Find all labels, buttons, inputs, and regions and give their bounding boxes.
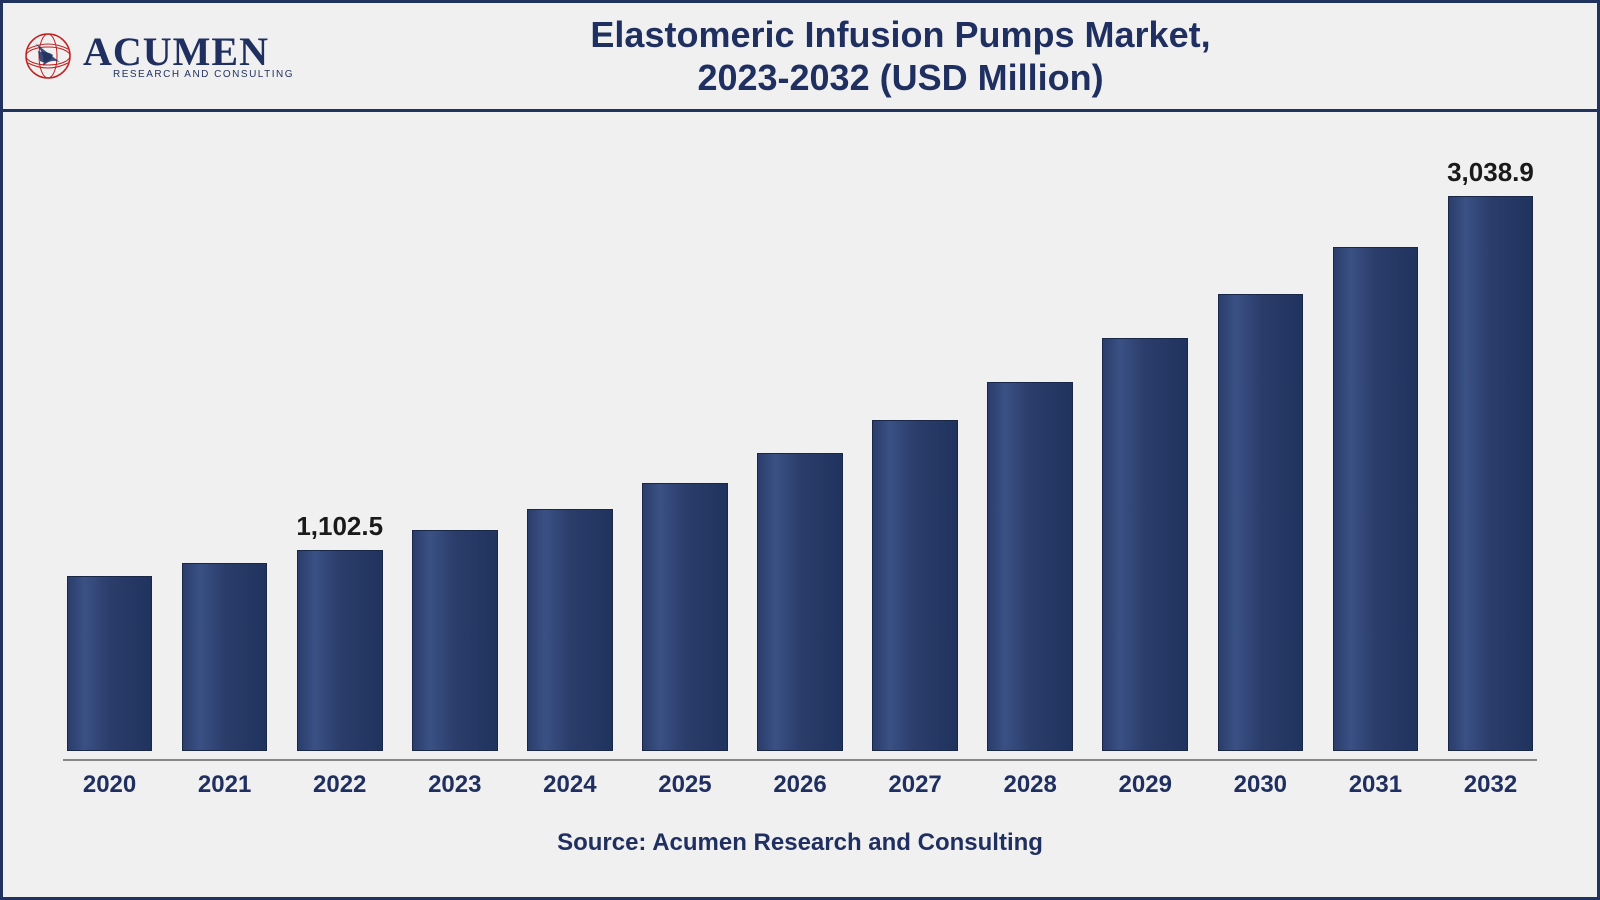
- x-axis-label: 2027: [869, 771, 962, 799]
- globe-icon: [23, 31, 73, 81]
- title-line-1: Elastomeric Infusion Pumps Market,: [324, 13, 1477, 56]
- bar-wrap: [984, 382, 1077, 751]
- bar-wrap: 3,038.9: [1444, 196, 1537, 751]
- x-axis-label: 2028: [984, 771, 1077, 799]
- bar: [297, 550, 383, 751]
- x-axis-labels: 2020 2021 2022 2023 2024 2025 2026 2027 2028 2029…: [43, 761, 1557, 799]
- bar: [182, 563, 268, 751]
- bar: [1448, 196, 1534, 751]
- x-axis-label: 2022: [293, 771, 386, 799]
- x-axis-label: 2020: [63, 771, 156, 799]
- source-text: Source: Acumen Research and Consulting: [43, 799, 1557, 877]
- bar-wrap: [523, 509, 616, 751]
- x-axis-label: 2021: [178, 771, 271, 799]
- bar: [1102, 338, 1188, 751]
- x-axis-label: 2026: [753, 771, 846, 799]
- bars-container: 1,102.5 3,038.9: [43, 162, 1557, 751]
- bar: [1333, 247, 1419, 751]
- title-line-2: 2023-2032 (USD Million): [324, 56, 1477, 99]
- x-axis-label: 2032: [1444, 771, 1537, 799]
- chart-area: 1,102.53,038.9 2020202120222023202420252…: [3, 112, 1597, 897]
- x-axis-label: 2030: [1214, 771, 1307, 799]
- x-axis-label: 2023: [408, 771, 501, 799]
- bar-wrap: [1329, 247, 1422, 751]
- bar-wrap: [869, 420, 962, 751]
- bar-value-label: 3,038.9: [1447, 157, 1534, 188]
- bar: [872, 420, 958, 751]
- header: ACUMEN RESEARCH AND CONSULTING Elastomer…: [3, 3, 1597, 112]
- x-axis-label: 2031: [1329, 771, 1422, 799]
- chart-title: Elastomeric Infusion Pumps Market, 2023-…: [324, 13, 1577, 99]
- bar: [527, 509, 613, 751]
- logo-subtitle: RESEARCH AND CONSULTING: [113, 70, 294, 80]
- logo-text: ACUMEN RESEARCH AND CONSULTING: [83, 32, 294, 80]
- bar: [412, 530, 498, 751]
- bar: [67, 576, 153, 751]
- bar-wrap: [1214, 294, 1307, 751]
- bar-value-label: 1,102.5: [296, 511, 383, 542]
- chart-container: ACUMEN RESEARCH AND CONSULTING Elastomer…: [0, 0, 1600, 900]
- x-axis-label: 2029: [1099, 771, 1192, 799]
- bar: [642, 483, 728, 751]
- logo-main-text: ACUMEN: [83, 32, 294, 72]
- bar: [1218, 294, 1304, 751]
- bar-wrap: [1099, 338, 1192, 751]
- x-axis-label: 2025: [638, 771, 731, 799]
- bar-wrap: [408, 530, 501, 751]
- bar-wrap: [178, 563, 271, 751]
- bar-wrap: [638, 483, 731, 751]
- bar: [987, 382, 1073, 751]
- bar-wrap: [753, 453, 846, 751]
- bar-wrap: [63, 576, 156, 751]
- logo: ACUMEN RESEARCH AND CONSULTING: [23, 31, 294, 81]
- x-axis-label: 2024: [523, 771, 616, 799]
- bar-wrap: 1,102.5: [293, 550, 386, 751]
- bar: [757, 453, 843, 751]
